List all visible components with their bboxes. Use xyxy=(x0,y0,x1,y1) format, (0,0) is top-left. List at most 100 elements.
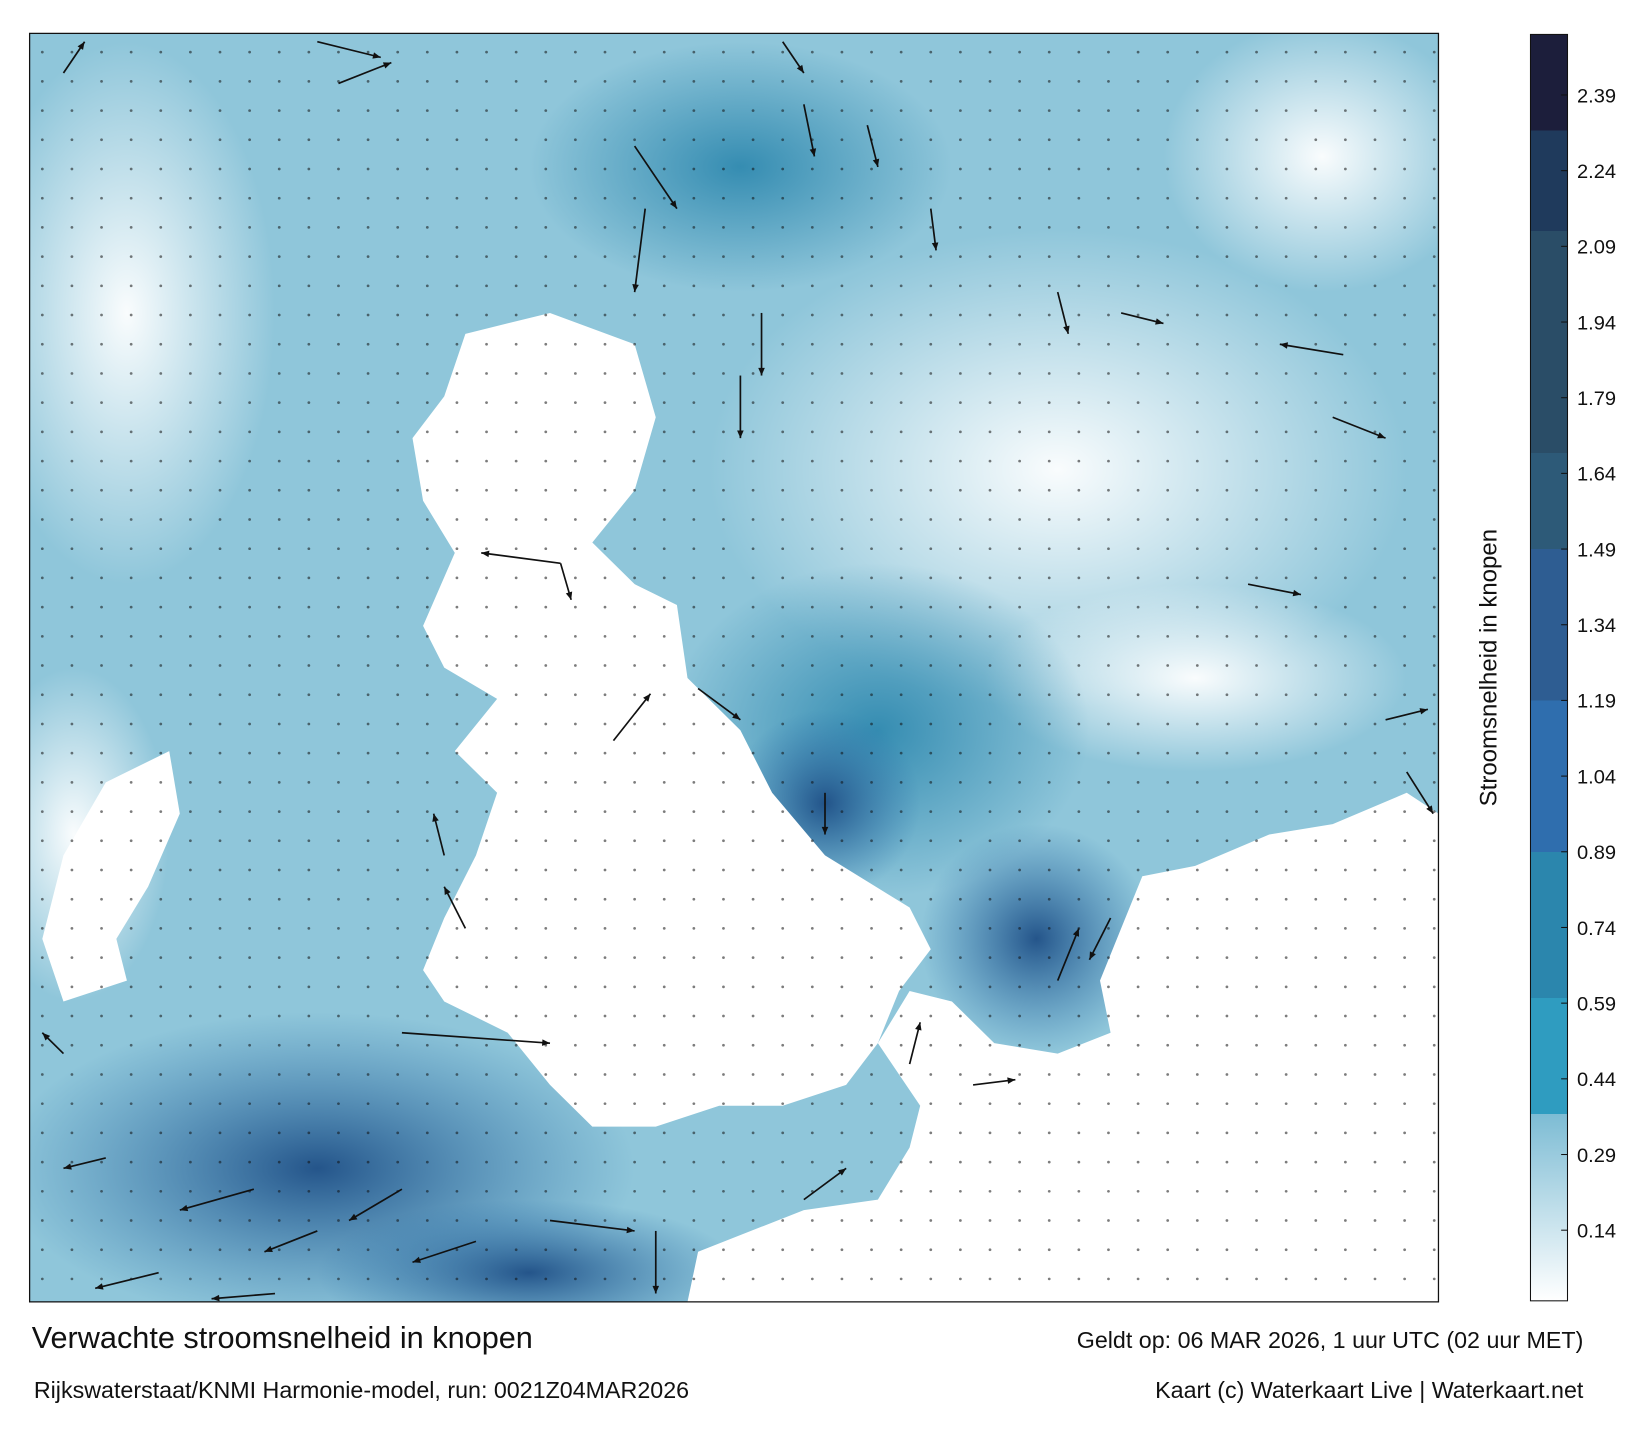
grid-dot xyxy=(366,1073,370,1076)
grid-dot xyxy=(366,664,370,667)
grid-dot xyxy=(248,897,251,901)
grid-dot xyxy=(1373,1277,1377,1281)
grid-dot xyxy=(425,284,429,288)
grid-dot xyxy=(1255,50,1258,54)
grid-dot xyxy=(1166,1014,1170,1018)
grid-dot xyxy=(189,430,192,434)
grid-dot xyxy=(277,430,281,434)
grid-dot xyxy=(988,693,992,697)
grid-dot xyxy=(366,50,370,54)
grid-dot xyxy=(1166,985,1170,989)
grid-dot xyxy=(870,1102,873,1106)
grid-dot xyxy=(307,664,311,667)
grid-dot xyxy=(1284,1073,1288,1076)
grid-dot xyxy=(959,1219,962,1222)
grid-dot xyxy=(337,634,340,638)
grid-dot xyxy=(870,1043,873,1047)
grid-dot xyxy=(159,313,163,317)
grid-dot xyxy=(40,634,44,638)
grid-dot xyxy=(1077,1160,1081,1164)
grid-dot xyxy=(1432,1043,1436,1047)
grid-dot xyxy=(218,839,222,843)
grid-dot xyxy=(781,488,785,492)
grid-dot xyxy=(1344,956,1347,959)
grid-dot xyxy=(1284,956,1288,959)
grid-dot xyxy=(603,693,607,697)
grid-dot xyxy=(1314,1102,1318,1106)
grid-dot xyxy=(662,80,666,83)
grid-dot xyxy=(337,342,340,346)
grid-dot xyxy=(277,138,281,142)
grid-dot xyxy=(218,956,222,959)
grid-dot xyxy=(396,401,400,405)
grid-dot xyxy=(248,109,251,112)
grid-dot xyxy=(603,401,607,405)
grid-dot xyxy=(40,1102,44,1106)
grid-dot xyxy=(277,313,281,317)
grid-dot xyxy=(425,50,429,54)
grid-dot xyxy=(40,1043,44,1047)
grid-dot xyxy=(129,1189,133,1193)
grid-dot xyxy=(870,634,873,638)
grid-dot xyxy=(988,518,992,521)
grid-dot xyxy=(337,576,340,580)
grid-dot xyxy=(870,80,873,83)
grid-dot xyxy=(1107,781,1110,784)
grid-dot xyxy=(455,897,459,901)
grid-dot xyxy=(1166,722,1170,726)
grid-dot xyxy=(899,985,903,989)
grid-dot xyxy=(1195,664,1199,667)
grid-dot xyxy=(218,430,222,434)
grid-dot xyxy=(1018,430,1021,434)
grid-dot xyxy=(1136,722,1140,726)
grid-dot xyxy=(337,956,340,959)
grid-dot xyxy=(70,781,74,784)
grid-dot xyxy=(1077,459,1081,463)
grid-dot xyxy=(1107,430,1110,434)
grid-dot xyxy=(810,167,814,171)
grid-dot xyxy=(100,459,103,463)
grid-dot xyxy=(1344,547,1347,551)
grid-dot xyxy=(1403,226,1406,229)
grid-dot xyxy=(337,897,340,901)
grid-dot xyxy=(722,109,725,112)
grid-dot xyxy=(40,1219,44,1222)
grid-dot xyxy=(1225,226,1229,229)
grid-dot xyxy=(1403,372,1406,375)
grid-dot xyxy=(425,664,429,667)
grid-dot xyxy=(1314,605,1318,609)
grid-dot xyxy=(1107,868,1110,872)
grid-dot xyxy=(544,1073,548,1076)
grid-dot xyxy=(485,109,488,112)
grid-dot xyxy=(1344,839,1347,843)
grid-dot xyxy=(751,284,755,288)
grid-dot xyxy=(1018,138,1021,142)
grid-dot xyxy=(751,138,755,142)
grid-dot xyxy=(988,576,992,580)
map xyxy=(29,33,1439,1302)
grid-dot xyxy=(425,518,429,521)
grid-dot xyxy=(870,430,873,434)
grid-dot xyxy=(514,342,518,346)
colorbar-label: Stroomsnelheid in knopen xyxy=(1475,529,1502,806)
grid-dot xyxy=(1284,810,1288,813)
grid-dot xyxy=(1314,167,1318,171)
grid-dot xyxy=(1195,430,1199,434)
grid-dot xyxy=(100,138,103,142)
grid-dot xyxy=(988,1189,992,1193)
grid-dot xyxy=(159,372,163,375)
grid-dot xyxy=(1047,868,1051,872)
grid-dot xyxy=(722,226,725,229)
grid-dot xyxy=(514,109,518,112)
grid-dot xyxy=(988,634,992,638)
grid-dot xyxy=(1284,897,1288,901)
colorbar-tick-label: 2.24 xyxy=(1577,161,1616,183)
grid-dot xyxy=(603,956,607,959)
grid-dot xyxy=(485,167,488,171)
grid-dot xyxy=(899,693,903,697)
grid-dot xyxy=(129,693,133,697)
grid-dot xyxy=(929,1073,933,1076)
grid-dot xyxy=(988,138,992,142)
grid-dot xyxy=(1136,196,1140,200)
grid-dot xyxy=(1344,751,1347,755)
